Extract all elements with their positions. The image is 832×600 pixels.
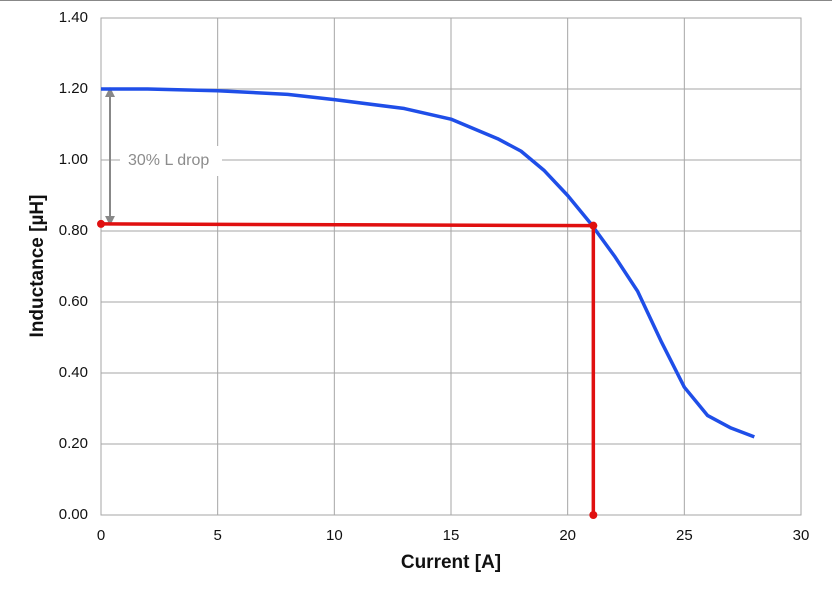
x-tick-label: 0: [97, 527, 105, 544]
annotation: 30% L drop: [128, 152, 209, 169]
series-line: [101, 87, 755, 439]
x-tick-label: 20: [559, 527, 576, 544]
annotation-box: [120, 146, 222, 176]
x-tick-label: 30: [793, 527, 810, 544]
x-tick-label: 10: [326, 527, 343, 544]
y-tick-label: 0.80: [59, 222, 88, 239]
series-line: [100, 222, 596, 515]
y-axis-label: Inductance [µH]: [27, 195, 48, 338]
y-tick-label: 0.00: [59, 506, 88, 523]
x-tick-label: 5: [213, 527, 221, 544]
series-marker: [589, 511, 598, 519]
plot-border: [100, 17, 802, 516]
series-marker: [589, 221, 598, 230]
series-marker: [97, 219, 105, 228]
y-tick-label: 0.40: [59, 364, 88, 381]
x-tick-label: 15: [443, 527, 460, 544]
y-tick-label: 1.20: [59, 80, 88, 97]
y-tick-label: 0.60: [59, 293, 88, 310]
x-axis-label: Current [A]: [401, 552, 501, 573]
y-tick-label: 0.20: [59, 435, 88, 452]
y-tick-label: 1.40: [59, 9, 88, 26]
y-tick-label: 1.00: [59, 151, 88, 168]
x-tick-label: 25: [676, 527, 693, 544]
